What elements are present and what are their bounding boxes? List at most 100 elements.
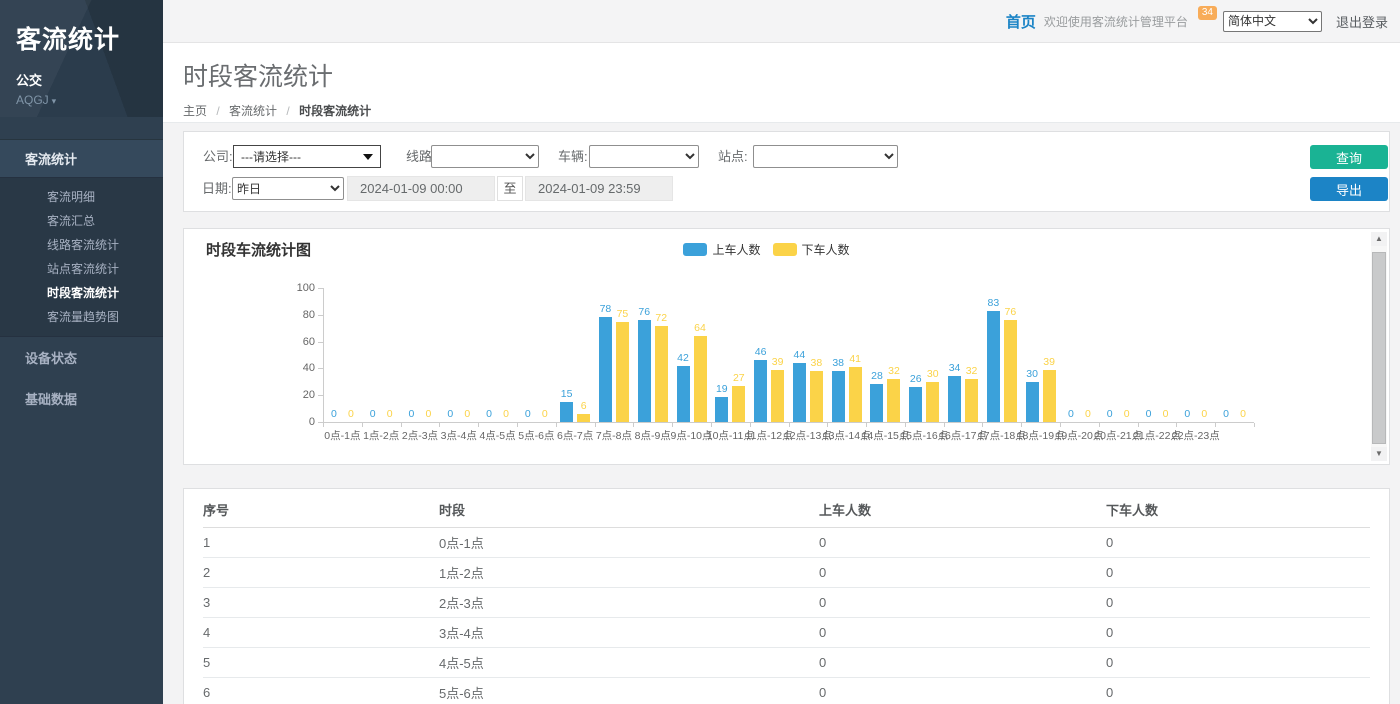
scroll-up-icon[interactable]: ▲ [1371, 232, 1387, 246]
y-tick-label: 60 [279, 336, 315, 348]
x-tick-mark [633, 423, 634, 427]
table-cell: 6 [203, 678, 439, 704]
x-tick-mark [905, 423, 906, 427]
caret-down-icon: ▾ [52, 96, 57, 106]
y-tick-mark [318, 342, 323, 343]
bar-value-label: 32 [957, 365, 987, 377]
x-tick-mark [1254, 423, 1255, 427]
page-header: 时段客流统计 主页 / 客流统计 / 时段客流统计 [163, 43, 1400, 123]
bar-value-label: 15 [552, 388, 582, 400]
y-tick-label: 40 [279, 362, 315, 374]
date-label: 日期: [202, 177, 232, 201]
vehicle-select[interactable] [589, 145, 699, 168]
bar-下车人数 [732, 386, 745, 422]
home-link[interactable]: 首页 [1006, 11, 1036, 32]
bar-上车人数 [948, 376, 961, 422]
line-select[interactable] [431, 145, 539, 168]
scroll-down-icon[interactable]: ▼ [1371, 447, 1387, 461]
y-tick-mark [318, 288, 323, 289]
date-end-input[interactable]: 2024-01-09 23:59 [525, 176, 673, 201]
x-tick-mark [944, 423, 945, 427]
bar-下车人数 [887, 379, 900, 422]
station-label: 站点: [718, 145, 748, 169]
scrollbar-thumb[interactable] [1372, 252, 1386, 444]
bar-上车人数 [909, 387, 922, 422]
bar-value-label: 41 [840, 353, 870, 365]
dropdown-arrow-icon [363, 154, 373, 160]
sidebar-item-link[interactable]: 设备状态 [0, 337, 163, 378]
query-button[interactable]: 查询 [1310, 145, 1388, 169]
date-start-input[interactable]: 2024-01-09 00:00 [347, 176, 495, 201]
x-tick-mark [789, 423, 790, 427]
bar-下车人数 [577, 414, 590, 422]
bar-上车人数 [1026, 382, 1039, 422]
bar-下车人数 [1043, 370, 1056, 422]
col-header-index: 序号 [203, 490, 439, 528]
breadcrumb-separator: / [216, 104, 219, 118]
sidebar-item-passenger-stats[interactable]: 客流统计 [0, 139, 163, 177]
sidebar-subitem-link[interactable]: 线路客流统计 [0, 233, 163, 257]
col-header-period: 时段 [439, 490, 819, 528]
table-cell: 4 [203, 618, 439, 648]
breadcrumb-home[interactable]: 主页 [183, 104, 207, 118]
x-tick-mark [1099, 423, 1100, 427]
x-tick-mark [1176, 423, 1177, 427]
table-cell: 1 [203, 528, 439, 558]
page-title: 时段客流统计 [183, 57, 1400, 93]
sidebar-subitem-link[interactable]: 站点客流统计 [0, 257, 163, 281]
notification-badge[interactable]: 34 [1198, 6, 1217, 20]
sidebar-item-link[interactable]: 基础数据 [0, 378, 163, 419]
bar-下车人数 [810, 371, 823, 422]
x-tick-mark [1021, 423, 1022, 427]
table-cell: 0 [819, 528, 1106, 558]
bar-上车人数 [987, 311, 1000, 422]
table-row: 10点-1点00 [203, 528, 1370, 558]
x-tick-mark [827, 423, 828, 427]
x-tick-mark [323, 423, 324, 427]
table-row: 43点-4点00 [203, 618, 1370, 648]
table-cell: 0 [819, 618, 1106, 648]
user-dropdown[interactable]: AQGJ▾ [16, 93, 149, 107]
topbar: 首页 欢迎使用客流统计管理平台 34 简体中文 退出登录 [163, 0, 1400, 43]
table-cell: 0 [1106, 588, 1370, 618]
y-tick-label: 100 [279, 282, 315, 294]
breadcrumb-current: 时段客流统计 [299, 104, 371, 118]
station-select[interactable] [753, 145, 898, 168]
bar-上车人数 [754, 360, 767, 422]
date-preset-select[interactable]: 昨日 [232, 177, 344, 200]
x-tick-mark [866, 423, 867, 427]
col-header-alighting: 下车人数 [1106, 490, 1370, 528]
bar-下车人数 [926, 382, 939, 422]
table-cell: 4点-5点 [439, 648, 819, 678]
sidebar-subitem-link[interactable]: 客流量趋势图 [0, 305, 163, 329]
breadcrumb-section[interactable]: 客流统计 [229, 104, 277, 118]
table-panel: 序号 时段 上车人数 下车人数 10点-1点0021点-2点0032点-3点00… [183, 488, 1390, 704]
bar-下车人数 [616, 322, 629, 423]
sidebar-submenu: 客流明细客流汇总线路客流统计站点客流统计时段客流统计客流量趋势图 [0, 177, 163, 337]
x-tick-mark [556, 423, 557, 427]
bar-value-label: 0 [1228, 408, 1258, 420]
logout-link[interactable]: 退出登录 [1336, 12, 1388, 31]
table-cell: 0 [1106, 678, 1370, 704]
x-tick-mark [750, 423, 751, 427]
company-select[interactable]: ---请选择--- [233, 145, 381, 168]
table-row: 21点-2点00 [203, 558, 1370, 588]
breadcrumb: 主页 / 客流统计 / 时段客流统计 [183, 102, 1400, 119]
x-tick-mark [439, 423, 440, 427]
bar-上车人数 [870, 384, 883, 422]
y-tick-mark [318, 395, 323, 396]
bar-下车人数 [849, 367, 862, 422]
sidebar-subitem-link[interactable]: 客流汇总 [0, 209, 163, 233]
col-header-boarding: 上车人数 [819, 490, 1106, 528]
chart-scrollbar[interactable]: ▲ ▼ [1371, 232, 1387, 461]
sidebar-subitem-link[interactable]: 客流明细 [0, 185, 163, 209]
language-select[interactable]: 简体中文 [1223, 11, 1322, 32]
x-tick-mark [1215, 423, 1216, 427]
x-category-label: 22点-23点 [1172, 428, 1220, 443]
welcome-text: 欢迎使用客流统计管理平台 [1044, 13, 1188, 30]
export-button[interactable]: 导出 [1310, 177, 1388, 201]
table-cell: 2点-3点 [439, 588, 819, 618]
hourly-stats-table: 序号 时段 上车人数 下车人数 10点-1点0021点-2点0032点-3点00… [203, 490, 1370, 704]
y-tick-label: 20 [279, 389, 315, 401]
sidebar-subitem-current[interactable]: 时段客流统计 [0, 281, 163, 305]
